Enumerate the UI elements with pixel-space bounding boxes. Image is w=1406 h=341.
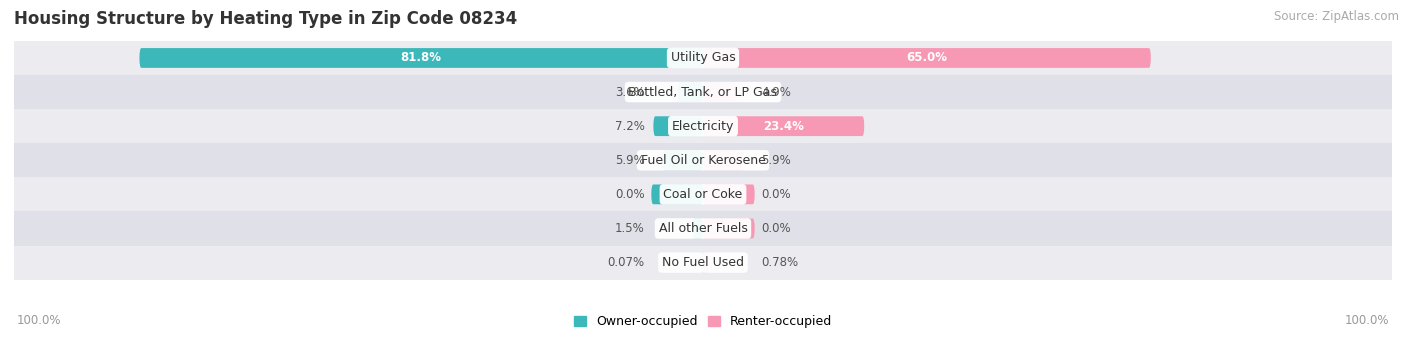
FancyBboxPatch shape <box>703 150 744 170</box>
Bar <box>14 177 1392 211</box>
FancyBboxPatch shape <box>139 48 703 68</box>
Text: 100.0%: 100.0% <box>17 314 62 327</box>
FancyBboxPatch shape <box>662 150 703 170</box>
Text: 100.0%: 100.0% <box>1344 314 1389 327</box>
Text: Fuel Oil or Kerosene: Fuel Oil or Kerosene <box>641 154 765 167</box>
Text: 3.6%: 3.6% <box>614 86 644 99</box>
Bar <box>14 211 1392 246</box>
Bar <box>14 109 1392 143</box>
Text: 0.07%: 0.07% <box>607 256 644 269</box>
Bar <box>14 143 1392 177</box>
Text: Source: ZipAtlas.com: Source: ZipAtlas.com <box>1274 10 1399 23</box>
Bar <box>14 246 1392 280</box>
FancyBboxPatch shape <box>703 48 1152 68</box>
FancyBboxPatch shape <box>703 184 755 204</box>
FancyBboxPatch shape <box>693 219 703 238</box>
FancyBboxPatch shape <box>654 116 703 136</box>
FancyBboxPatch shape <box>651 184 703 204</box>
Text: 5.9%: 5.9% <box>762 154 792 167</box>
Text: Utility Gas: Utility Gas <box>671 51 735 64</box>
Text: Electricity: Electricity <box>672 120 734 133</box>
Bar <box>14 75 1392 109</box>
Text: 81.8%: 81.8% <box>401 51 441 64</box>
Text: 65.0%: 65.0% <box>907 51 948 64</box>
Text: 5.9%: 5.9% <box>614 154 644 167</box>
Text: All other Fuels: All other Fuels <box>658 222 748 235</box>
Text: 0.0%: 0.0% <box>762 188 792 201</box>
Text: 4.9%: 4.9% <box>762 86 792 99</box>
Text: 23.4%: 23.4% <box>763 120 804 133</box>
Text: Housing Structure by Heating Type in Zip Code 08234: Housing Structure by Heating Type in Zip… <box>14 10 517 28</box>
FancyBboxPatch shape <box>703 219 755 238</box>
FancyBboxPatch shape <box>703 82 737 102</box>
FancyBboxPatch shape <box>702 253 704 272</box>
Text: No Fuel Used: No Fuel Used <box>662 256 744 269</box>
FancyBboxPatch shape <box>703 116 865 136</box>
Text: 0.0%: 0.0% <box>614 188 644 201</box>
Text: 0.78%: 0.78% <box>762 256 799 269</box>
Text: 1.5%: 1.5% <box>614 222 644 235</box>
Text: Coal or Coke: Coal or Coke <box>664 188 742 201</box>
Text: Bottled, Tank, or LP Gas: Bottled, Tank, or LP Gas <box>628 86 778 99</box>
Bar <box>14 41 1392 75</box>
Legend: Owner-occupied, Renter-occupied: Owner-occupied, Renter-occupied <box>568 310 838 333</box>
FancyBboxPatch shape <box>678 82 703 102</box>
Text: 7.2%: 7.2% <box>614 120 644 133</box>
Text: 0.0%: 0.0% <box>762 222 792 235</box>
FancyBboxPatch shape <box>703 253 709 272</box>
